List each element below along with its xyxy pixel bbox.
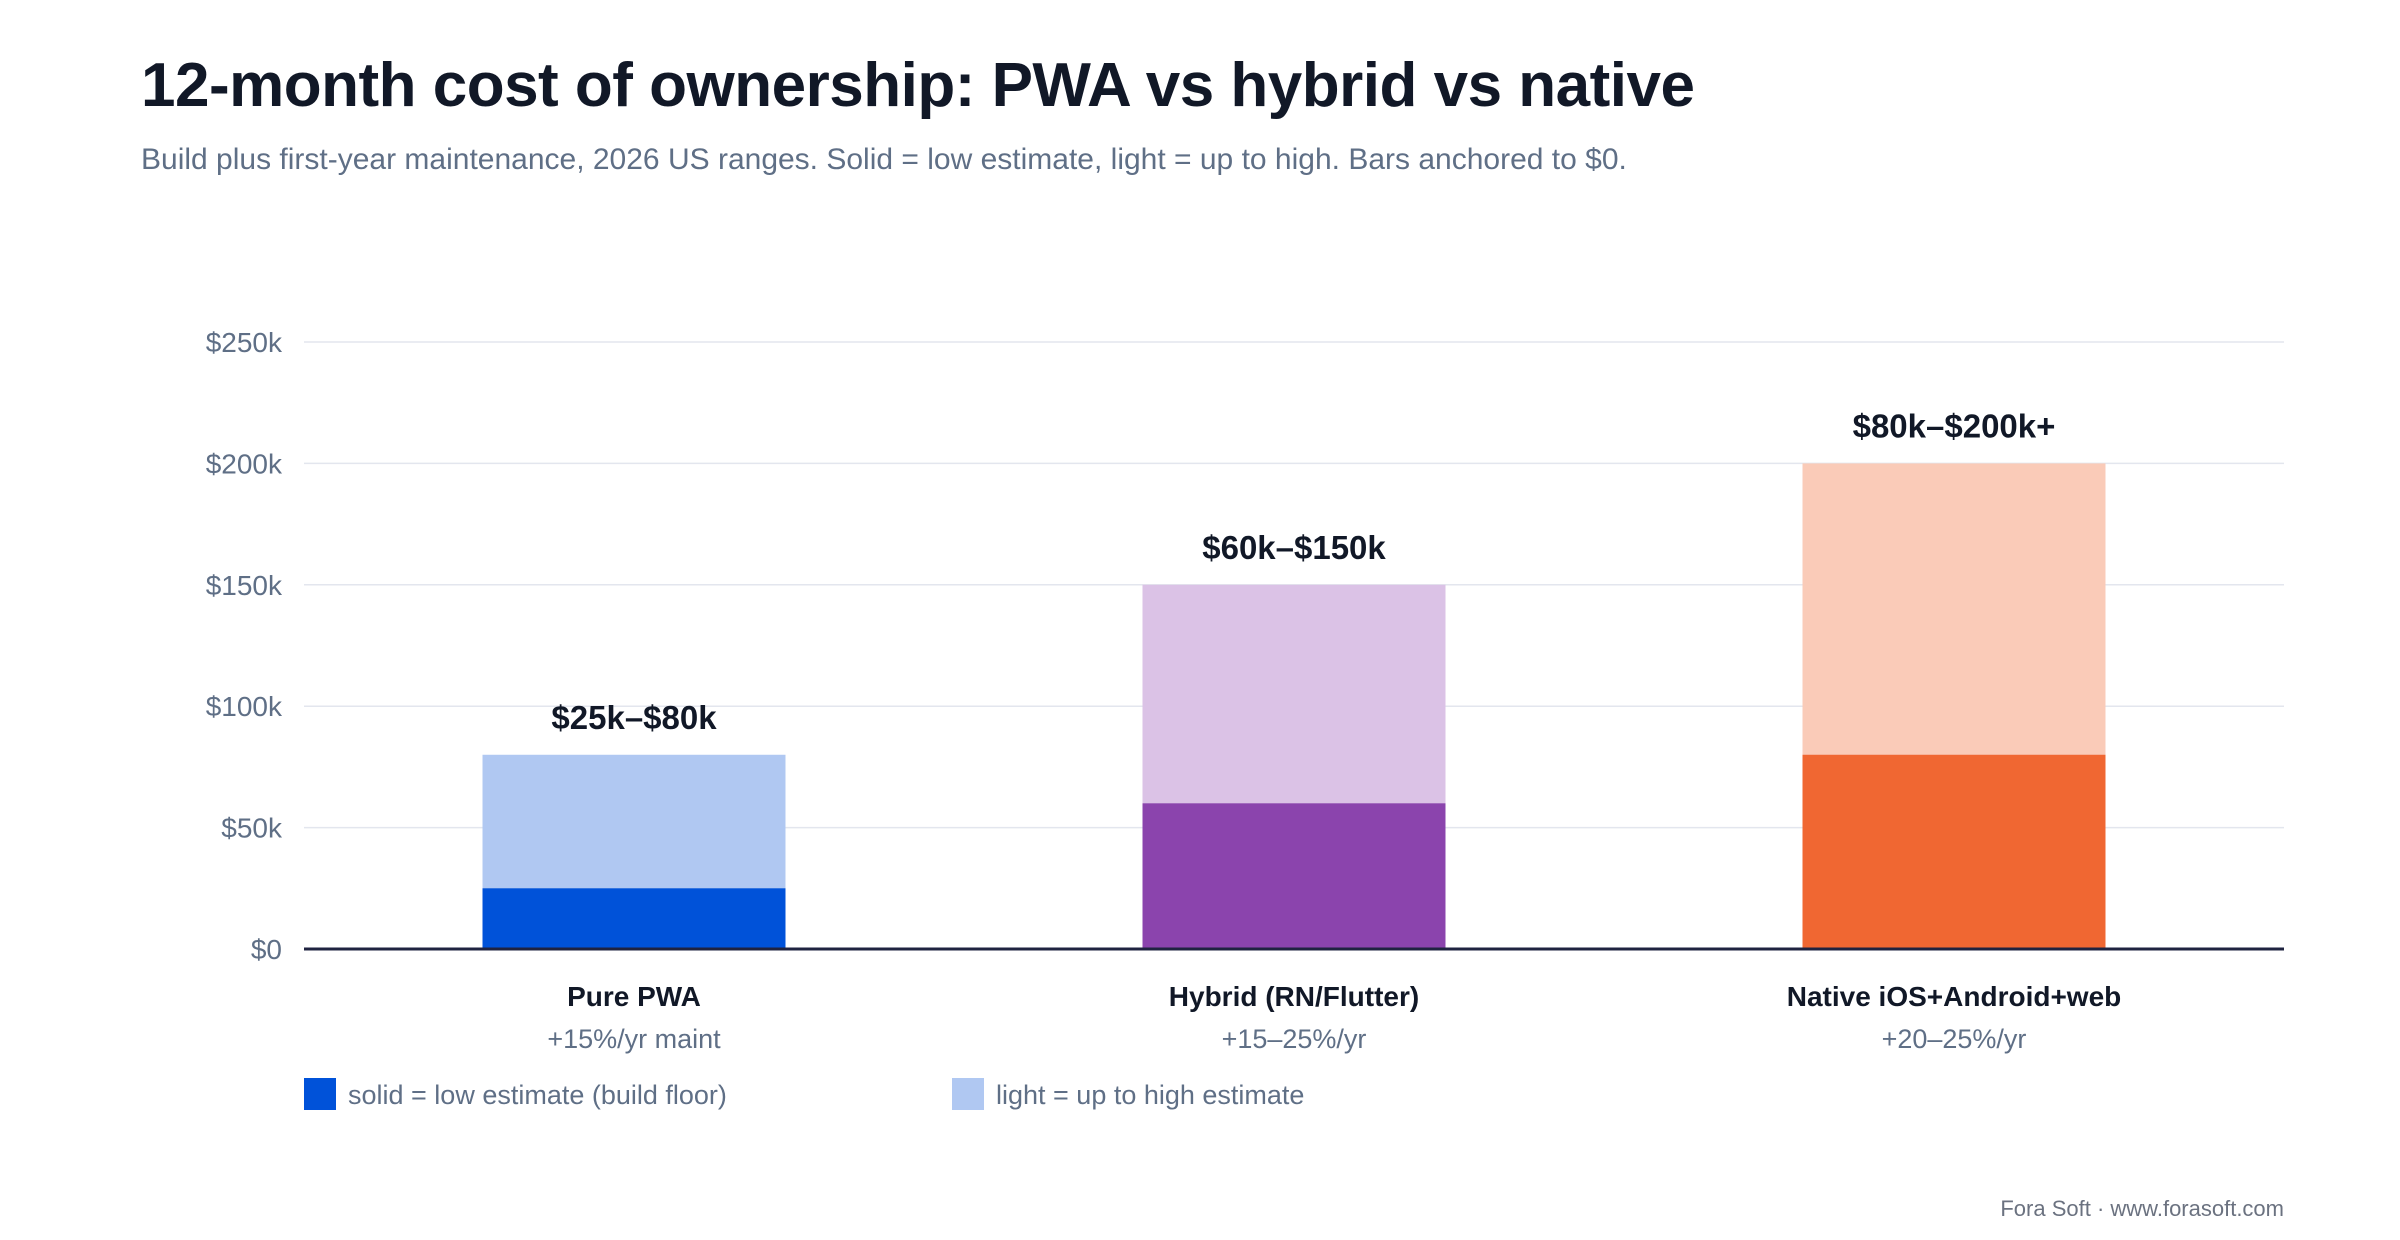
bar-low-estimate — [482, 888, 786, 949]
x-tick-label: Native iOS+Android+web — [1787, 981, 2122, 1012]
legend-label: light = up to high estimate — [996, 1080, 1304, 1110]
y-tick-label: $250k — [206, 327, 283, 358]
bar-low-estimate — [1142, 803, 1446, 949]
legend-swatch — [952, 1078, 984, 1110]
x-tick-sublabel: +15%/yr maint — [547, 1024, 721, 1054]
data-label: $80k–$200k+ — [1853, 407, 2056, 444]
y-tick-label: $0 — [251, 934, 282, 965]
legend-swatch — [304, 1078, 336, 1110]
bar-low-estimate — [1802, 754, 2106, 949]
data-label: $60k–$150k — [1202, 529, 1386, 566]
y-tick-label: $200k — [206, 448, 283, 479]
chart-title: 12-month cost of ownership: PWA vs hybri… — [141, 51, 1695, 120]
x-tick-label: Pure PWA — [567, 981, 701, 1012]
legend-label: solid = low estimate (build floor) — [348, 1080, 727, 1110]
y-tick-label: $150k — [206, 570, 283, 601]
x-tick-label: Hybrid (RN/Flutter) — [1169, 981, 1419, 1012]
y-tick-label: $50k — [221, 813, 283, 844]
x-tick-sublabel: +15–25%/yr — [1222, 1024, 1367, 1054]
data-label: $25k–$80k — [551, 699, 717, 736]
y-tick-label: $100k — [206, 691, 283, 722]
footer-credit: Fora Soft · www.forasoft.com — [2000, 1196, 2284, 1221]
x-tick-sublabel: +20–25%/yr — [1882, 1024, 2027, 1054]
chart-subtitle: Build plus first-year maintenance, 2026 … — [141, 143, 1627, 176]
